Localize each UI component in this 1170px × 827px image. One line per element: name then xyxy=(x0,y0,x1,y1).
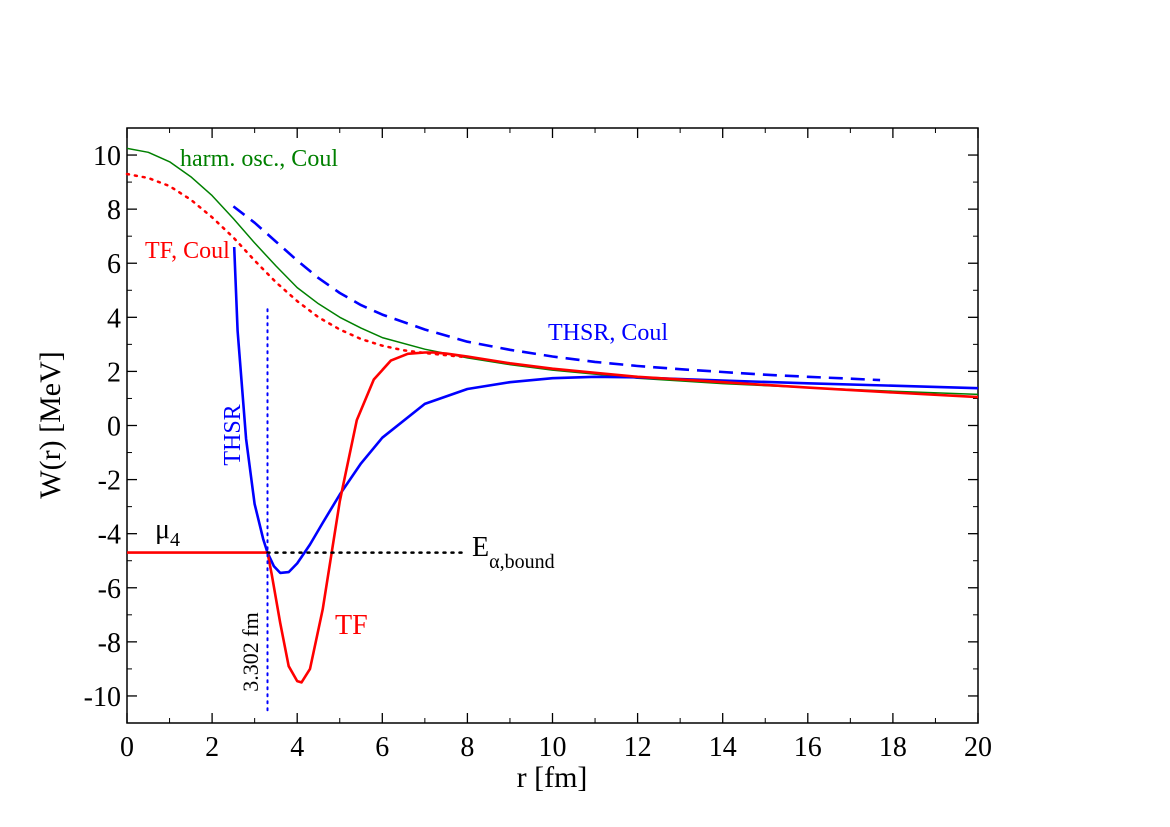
x-tick-label: 20 xyxy=(964,732,992,763)
series-line-tf-coul xyxy=(125,172,469,359)
series-line-thsr-coul xyxy=(232,205,881,382)
x-tick-label: 8 xyxy=(460,732,474,763)
x-axis-label: r [fm] xyxy=(517,761,588,794)
series-layer xyxy=(125,147,979,714)
annotation-tf-coul: TF, Coul xyxy=(145,238,230,264)
annotation-thsr-coul: THSR, Coul xyxy=(548,320,668,346)
annotation-thsr: THSR xyxy=(220,404,246,465)
mu-symbol: μ xyxy=(155,514,170,545)
x-tick-label: 4 xyxy=(290,732,304,763)
y-tick-label: 8 xyxy=(107,195,121,226)
e-subscript: α,bound xyxy=(489,551,554,573)
x-tick-label: 12 xyxy=(624,732,652,763)
tick-labels: 0 2 4 6 8 10 12 14 16 18 20 -10 -8 -6 -4 -2 0 2 4 6 8 10 xyxy=(84,141,992,763)
annotation-tf: TF xyxy=(335,610,368,641)
y-tick-label: -8 xyxy=(98,628,121,659)
annotation-harm-osc-coul: harm. osc., Coul xyxy=(180,146,338,172)
y-axis-label: W(r) [MeV] xyxy=(34,351,67,498)
y-tick-label: 10 xyxy=(93,141,121,172)
x-tick-label: 18 xyxy=(879,732,907,763)
x-tick-label: 0 xyxy=(120,732,134,763)
x-tick-label: 6 xyxy=(375,732,389,763)
annotation-e-alpha-bound: Eα,bound xyxy=(472,532,555,573)
mu-subscript: 4 xyxy=(170,529,180,551)
x-tick-label: 14 xyxy=(709,732,737,763)
y-tick-label: 6 xyxy=(107,249,121,280)
x-tick-label: 2 xyxy=(205,732,219,763)
y-tick-label: -10 xyxy=(84,682,121,713)
e-symbol: E xyxy=(472,532,489,563)
annotation-r0: 3.302 fm xyxy=(238,612,263,691)
y-tick-label: 0 xyxy=(107,412,121,443)
x-tick-label: 16 xyxy=(794,732,822,763)
annotation-mu4: μ4 xyxy=(155,514,180,551)
y-tick-label: 4 xyxy=(107,303,121,334)
series-line-tf xyxy=(127,351,979,684)
x-tick-label: 10 xyxy=(539,732,567,763)
y-tick-label: -4 xyxy=(98,520,121,551)
axis-ticks xyxy=(126,127,979,724)
y-tick-label: -6 xyxy=(98,574,121,605)
y-tick-label: 2 xyxy=(107,357,121,388)
series-line-harm-osc-coul xyxy=(126,147,979,396)
y-tick-label: -2 xyxy=(98,466,121,497)
